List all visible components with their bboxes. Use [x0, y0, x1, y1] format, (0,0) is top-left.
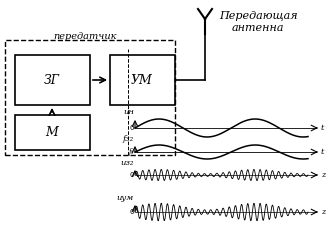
- Text: УМ: УМ: [131, 73, 153, 86]
- Text: ЗГ: ЗГ: [44, 73, 60, 86]
- Text: fз₂: fз₂: [123, 135, 134, 143]
- Bar: [15, 115, 90, 150]
- Text: t: t: [321, 148, 324, 156]
- Text: uн: uн: [123, 108, 134, 116]
- Bar: [15, 55, 90, 105]
- Text: uз₂: uз₂: [121, 159, 134, 167]
- Bar: [110, 55, 175, 105]
- Text: t: t: [321, 124, 324, 132]
- Text: 0: 0: [129, 209, 134, 215]
- Text: z: z: [321, 171, 325, 179]
- Text: 0: 0: [129, 172, 134, 178]
- Bar: [5, 40, 175, 155]
- Text: М: М: [46, 126, 58, 139]
- Text: z: z: [321, 208, 325, 216]
- Text: f₀: f₀: [129, 148, 134, 156]
- Text: Передающая
антенна: Передающая антенна: [219, 11, 297, 33]
- Text: uум: uум: [117, 194, 134, 202]
- Text: передатчик: передатчик: [53, 32, 117, 41]
- Text: 0: 0: [129, 125, 134, 131]
